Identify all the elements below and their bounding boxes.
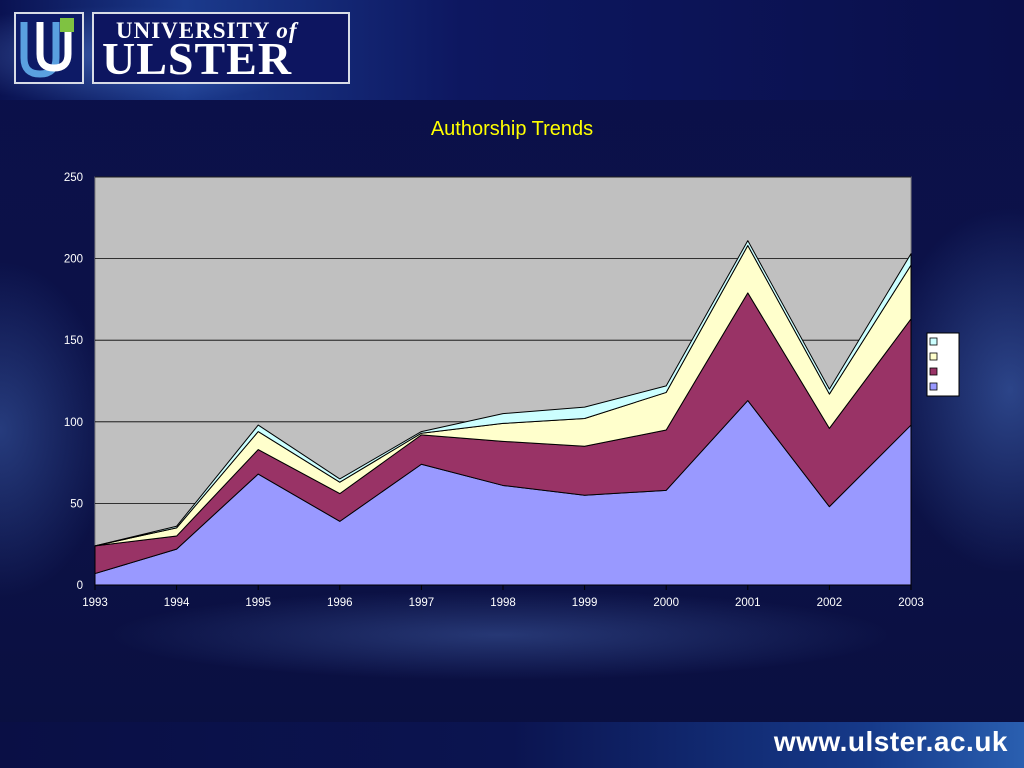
x-tick-label: 2002 bbox=[817, 597, 843, 609]
y-tick-label: 150 bbox=[64, 335, 83, 347]
x-tick-label: 1998 bbox=[490, 597, 516, 609]
logo-line-ulster: ULSTER bbox=[102, 33, 293, 84]
legend-swatch-series-3 bbox=[929, 352, 938, 361]
logo-line-university: UNIVERSITY of bbox=[116, 18, 298, 44]
x-tick-label: 1996 bbox=[327, 597, 353, 609]
logo-of-text: of bbox=[276, 18, 298, 43]
y-tick-label: 250 bbox=[64, 172, 83, 184]
logo-university-text: UNIVERSITY bbox=[116, 18, 270, 43]
chart-title: Authorship Trends bbox=[430, 118, 594, 140]
uu-crest-icon bbox=[14, 12, 84, 84]
x-tick-label: 2001 bbox=[735, 597, 761, 609]
y-tick-label: 200 bbox=[64, 254, 83, 266]
x-tick-label: 1997 bbox=[409, 597, 435, 609]
footer-url: www.ulster.ac.uk bbox=[773, 726, 1008, 757]
legend-swatch-series-4 bbox=[929, 337, 938, 346]
x-tick-label: 1993 bbox=[82, 597, 108, 609]
legend-swatch-series-1 bbox=[929, 382, 938, 391]
x-tick-label: 1995 bbox=[245, 597, 271, 609]
x-tick-label: 1994 bbox=[164, 597, 190, 609]
footer-band bbox=[0, 722, 1024, 768]
legend-swatch-series-2 bbox=[929, 367, 938, 376]
y-tick-label: 50 bbox=[70, 498, 83, 510]
y-tick-label: 0 bbox=[77, 580, 83, 592]
x-tick-label: 1999 bbox=[572, 597, 598, 609]
x-tick-label: 2000 bbox=[653, 597, 679, 609]
area-series-4 bbox=[94, 240, 912, 547]
x-tick-label: 2003 bbox=[898, 597, 924, 609]
university-wordmark: UNIVERSITY of ULSTER bbox=[92, 12, 350, 84]
university-logo: UNIVERSITY of ULSTER bbox=[14, 12, 350, 86]
y-tick-label: 100 bbox=[64, 417, 83, 429]
